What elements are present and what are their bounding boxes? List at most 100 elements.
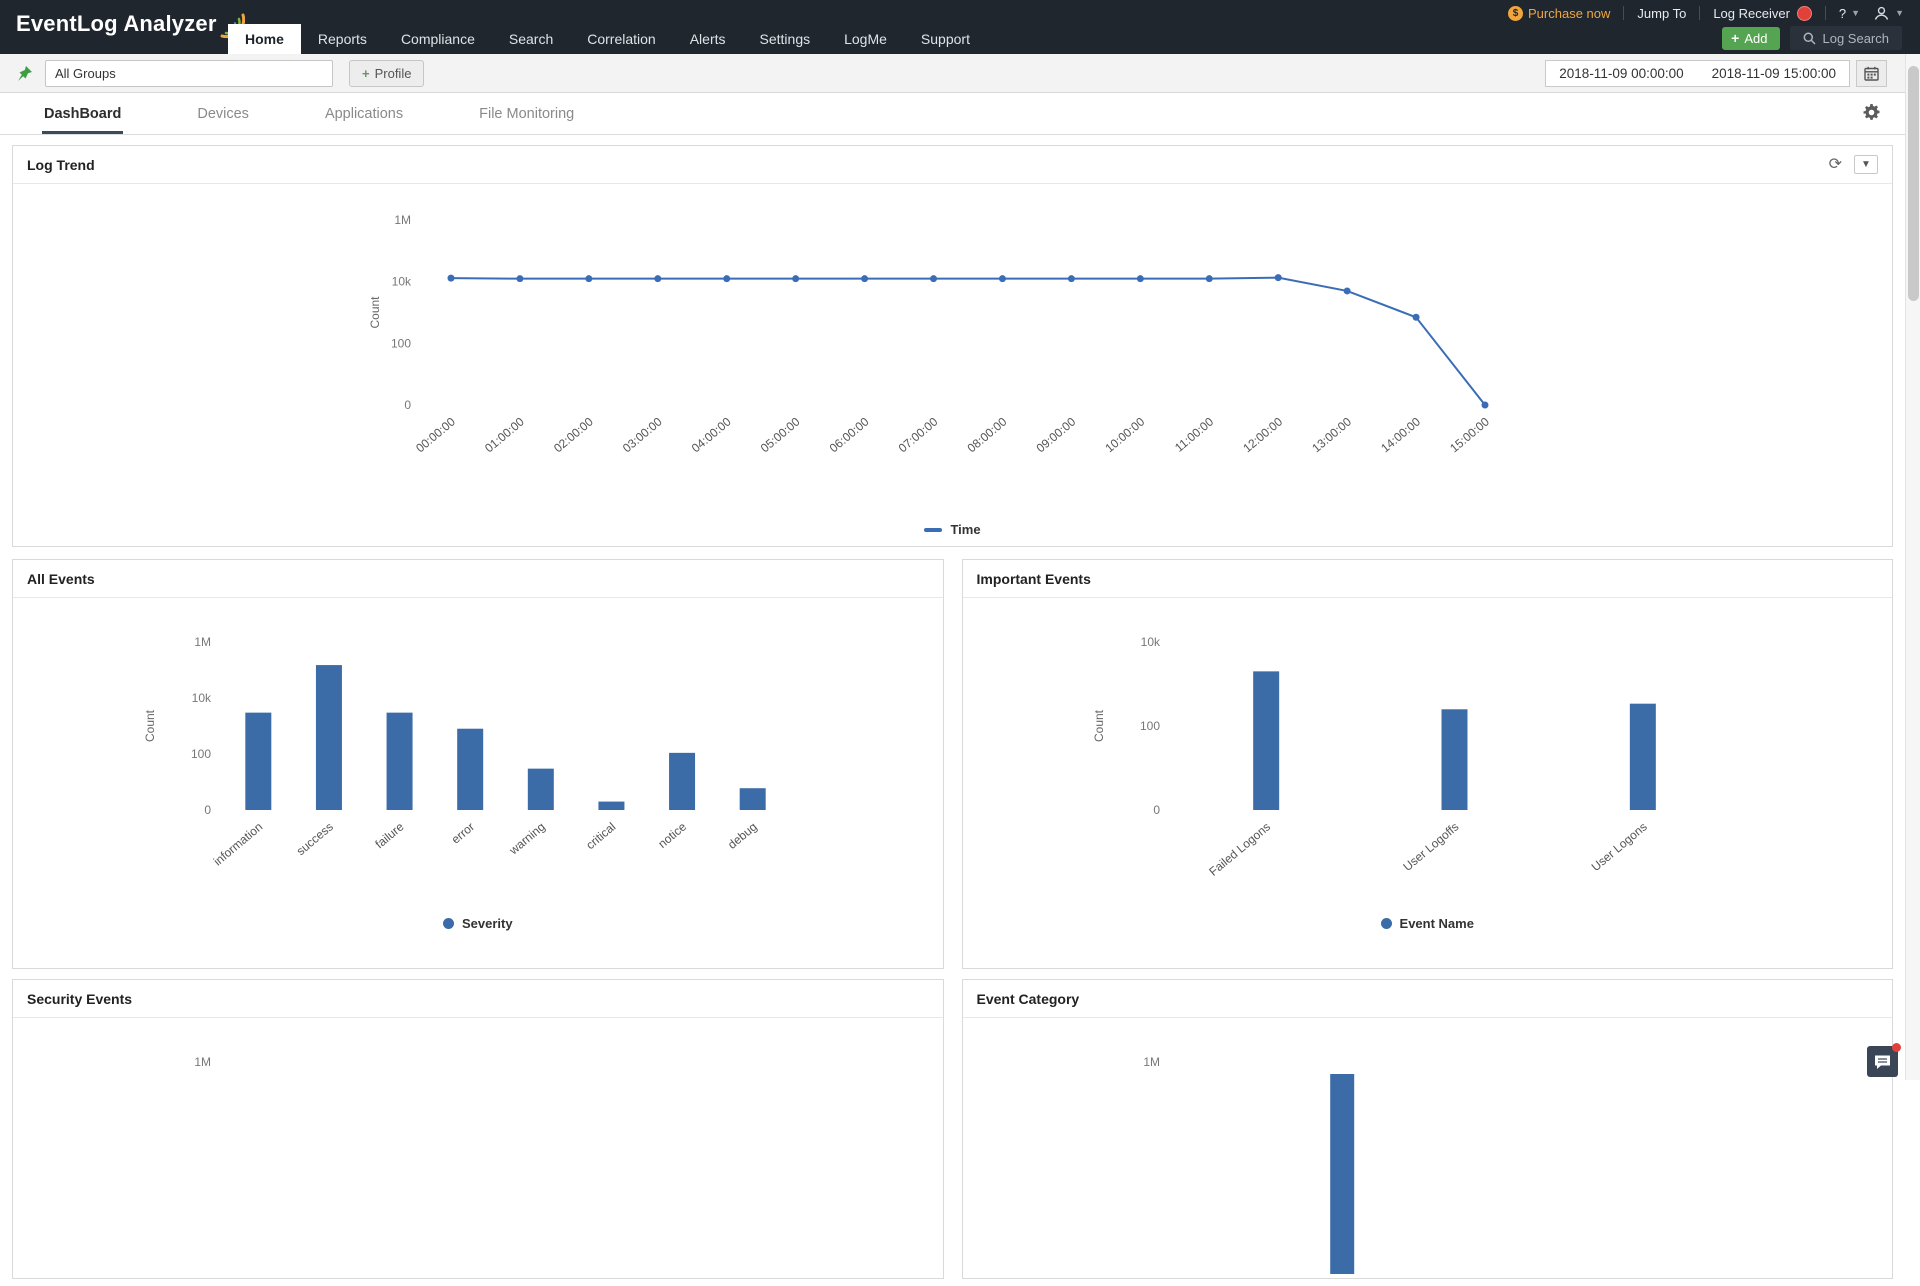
tab-devices[interactable]: Devices [195, 93, 251, 134]
purchase-now-link[interactable]: $ Purchase now [1508, 6, 1610, 21]
user-menu[interactable]: ▼ [1873, 5, 1904, 22]
legend-marker [924, 528, 942, 532]
svg-text:Count: Count [143, 709, 157, 742]
refresh-icon[interactable]: ⟳ [1829, 157, 1842, 173]
panel-title: Log Trend [27, 157, 95, 173]
calendar-button[interactable] [1856, 60, 1887, 87]
svg-text:error: error [448, 820, 476, 847]
svg-text:failure: failure [372, 819, 406, 851]
divider [1623, 6, 1624, 20]
svg-text:12:00:00: 12:00:00 [1240, 414, 1285, 455]
search-icon [1803, 32, 1816, 45]
svg-text:success: success [293, 820, 335, 859]
svg-text:10k: 10k [391, 275, 411, 289]
app-logo[interactable]: EventLog Analyzer [16, 11, 245, 39]
panel-title: All Events [27, 571, 95, 587]
svg-text:Failed Logons: Failed Logons [1207, 820, 1274, 879]
panel-title: Event Category [977, 991, 1080, 1007]
security-events-header: Security Events [13, 980, 943, 1018]
svg-text:10:00:00: 10:00:00 [1102, 414, 1147, 455]
charts-row-2: Security Events 1M Event Category 1M [12, 979, 1893, 1279]
nav-item-alerts[interactable]: Alerts [673, 24, 743, 54]
security-events-chart: 1M [13, 1046, 943, 1286]
app-header: EventLog Analyzer $ Purchase now Jump To… [0, 0, 1920, 54]
divider [1699, 6, 1700, 20]
panel-title: Important Events [977, 571, 1091, 587]
svg-text:0: 0 [1154, 803, 1161, 817]
svg-text:Count: Count [368, 296, 382, 329]
important-events-header: Important Events [963, 560, 1893, 598]
svg-text:Count: Count [1092, 709, 1106, 742]
profile-button[interactable]: + Profile [349, 60, 424, 87]
scrollbar-thumb[interactable] [1908, 66, 1919, 301]
help-menu[interactable]: ? ▼ [1839, 6, 1860, 21]
svg-text:notice: notice [655, 819, 689, 851]
group-selector-input[interactable] [45, 60, 333, 87]
page-scrollbar[interactable] [1905, 54, 1920, 1080]
svg-text:05:00:00: 05:00:00 [757, 414, 802, 455]
app-logo-text: EventLog Analyzer [16, 11, 217, 37]
chat-icon [1874, 1054, 1891, 1070]
nav-item-support[interactable]: Support [904, 24, 987, 54]
nav-item-reports[interactable]: Reports [301, 24, 384, 54]
log-trend-header: Log Trend ⟳ ▼ [13, 146, 1892, 184]
pin-icon[interactable] [16, 65, 33, 82]
add-button[interactable]: + Add [1722, 27, 1779, 50]
nav-item-logme[interactable]: LogMe [827, 24, 904, 54]
settings-gear-button[interactable] [1862, 103, 1881, 127]
svg-text:00:00:00: 00:00:00 [413, 414, 458, 455]
purchase-icon: $ [1508, 6, 1523, 21]
security-events-panel: Security Events 1M [12, 979, 944, 1279]
nav-item-home[interactable]: Home [228, 24, 301, 54]
panel-menu-button[interactable]: ▼ [1854, 155, 1878, 174]
jump-to-link[interactable]: Jump To [1637, 6, 1686, 21]
svg-text:1M: 1M [194, 635, 211, 649]
panel-title: Security Events [27, 991, 132, 1007]
chat-notification-dot [1892, 1043, 1901, 1052]
svg-text:07:00:00: 07:00:00 [895, 414, 940, 455]
svg-text:information: information [211, 820, 265, 869]
important-events-legend[interactable]: Event Name [963, 916, 1893, 931]
svg-text:06:00:00: 06:00:00 [826, 414, 871, 455]
nav-item-settings[interactable]: Settings [743, 24, 828, 54]
dashboard-tabs: DashBoard Devices Applications File Moni… [0, 93, 1905, 135]
tab-file-monitoring[interactable]: File Monitoring [477, 93, 576, 134]
main-nav: Home Reports Compliance Search Correlati… [228, 24, 987, 54]
chat-widget-button[interactable] [1867, 1046, 1898, 1077]
svg-text:warning: warning [506, 820, 548, 858]
date-from-value: 2018-11-09 00:00:00 [1559, 66, 1683, 81]
svg-text:10k: 10k [1141, 635, 1161, 649]
tab-dashboard[interactable]: DashBoard [42, 93, 123, 134]
svg-text:100: 100 [390, 336, 410, 350]
divider [1825, 6, 1826, 20]
svg-text:critical: critical [583, 820, 618, 853]
event-category-chart: 1M [963, 1046, 1893, 1286]
log-search-button[interactable]: Log Search [1790, 26, 1903, 50]
nav-item-compliance[interactable]: Compliance [384, 24, 492, 54]
plus-icon: + [362, 66, 370, 81]
plus-icon: + [1731, 27, 1739, 50]
notification-badge[interactable] [1797, 6, 1812, 21]
svg-text:10k: 10k [191, 691, 211, 705]
nav-item-search[interactable]: Search [492, 24, 570, 54]
log-trend-legend[interactable]: Time [13, 522, 1892, 537]
log-receiver-link[interactable]: Log Receiver [1713, 6, 1812, 21]
svg-text:0: 0 [204, 803, 211, 817]
all-events-header: All Events [13, 560, 943, 598]
tab-applications[interactable]: Applications [323, 93, 405, 134]
nav-item-correlation[interactable]: Correlation [570, 24, 672, 54]
svg-text:14:00:00: 14:00:00 [1378, 414, 1423, 455]
legend-marker [1381, 918, 1392, 929]
calendar-icon [1864, 66, 1879, 81]
date-range-field[interactable]: 2018-11-09 00:00:00 2018-11-09 15:00:00 [1545, 60, 1850, 87]
date-to-value: 2018-11-09 15:00:00 [1712, 66, 1836, 81]
all-events-legend[interactable]: Severity [13, 916, 943, 931]
svg-text:03:00:00: 03:00:00 [619, 414, 664, 455]
gear-icon [1862, 103, 1881, 122]
svg-text:11:00:00: 11:00:00 [1172, 414, 1216, 454]
svg-text:1M: 1M [194, 1055, 211, 1069]
